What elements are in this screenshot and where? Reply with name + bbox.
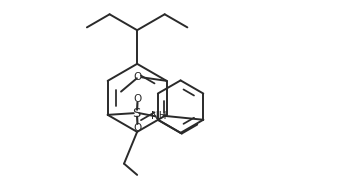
Text: O: O: [133, 72, 142, 82]
Text: S: S: [132, 107, 140, 120]
Text: O: O: [134, 123, 142, 133]
Text: O: O: [134, 94, 142, 104]
Text: NH: NH: [151, 111, 167, 121]
